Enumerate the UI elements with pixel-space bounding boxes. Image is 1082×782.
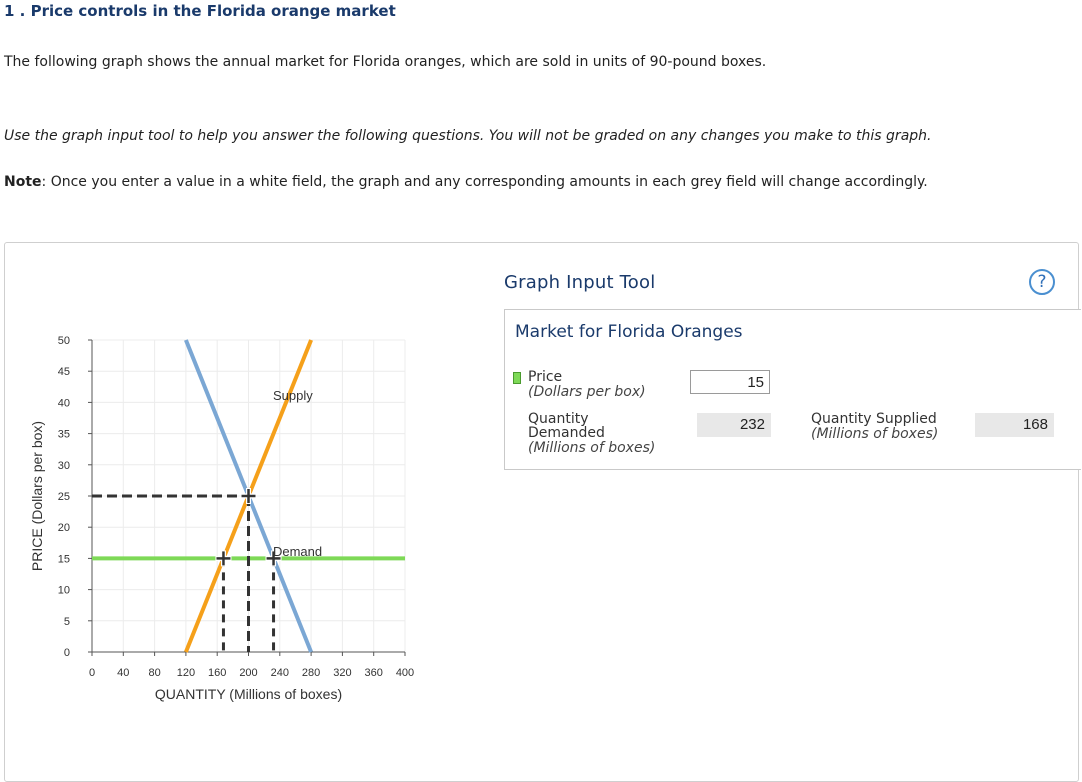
help-question-icon[interactable]: ? [1029,269,1055,295]
price-label-group: Price (Dollars per box) [528,370,646,400]
price-label: Price [528,369,563,385]
y-tick-label: 15 [58,553,70,565]
question-title: 1 . Price controls in the Florida orange… [4,2,396,20]
x-tick-label: 320 [333,667,351,679]
qd-label-line1: Quantity [528,411,589,427]
x-tick-label: 120 [177,667,195,679]
x-tick-label: 360 [365,667,383,679]
quantity-supplied-point-marker [215,550,232,567]
graph-input-tool-box [504,309,1081,470]
x-tick-label: 400 [396,667,414,679]
y-tick-label: 45 [58,366,70,378]
market-heading: Market for Florida Oranges [515,322,743,342]
y-tick-label: 20 [58,522,70,534]
note-label: Note [4,174,42,190]
x-tick-label: 40 [117,667,129,679]
qd-label-group: Quantity Demanded (Millions of boxes) [528,412,655,456]
quantity-demanded-field: 232 [697,413,771,437]
x-tick-label: 160 [208,667,226,679]
y-tick-label: 10 [58,585,70,597]
qd-unit: (Millions of boxes) [528,440,656,456]
price-input[interactable] [690,370,770,394]
y-tick-label: 30 [58,460,70,472]
curve-label-demand: Demand [273,544,322,559]
qs-label-group: Quantity Supplied (Millions of boxes) [811,412,938,442]
x-axis-title: QUANTITY (Millions of boxes) [155,686,342,702]
x-tick-label: 280 [302,667,320,679]
note-text: Note: Once you enter a value in a white … [4,174,928,190]
x-tick-label: 80 [148,667,160,679]
price-unit: (Dollars per box) [528,384,646,400]
x-tick-label: 240 [271,667,289,679]
quantity-supplied-field: 168 [975,413,1054,437]
qd-label-line2: Demanded [528,425,605,441]
y-axis-title: PRICE (Dollars per box) [29,421,45,571]
y-tick-label: 0 [64,647,70,659]
x-tick-label: 200 [239,667,257,679]
qs-label: Quantity Supplied [811,411,937,427]
x-tick-label: 0 [89,667,95,679]
curve-label-supply: Supply [273,388,313,403]
y-tick-label: 50 [58,335,70,347]
price-legend-swatch [513,372,521,384]
graph-input-tool-title: Graph Input Tool [504,272,656,293]
intro-text: The following graph shows the annual mar… [4,54,767,70]
y-tick-label: 5 [64,616,70,628]
note-body: : Once you enter a value in a white fiel… [41,174,928,190]
qs-unit: (Millions of boxes) [811,426,939,442]
y-tick-label: 35 [58,429,70,441]
quantity-demanded-point-marker [265,550,282,567]
y-tick-label: 40 [58,397,70,409]
equilibrium-point-marker [240,488,257,504]
instructions-text: Use the graph input tool to help you ans… [4,128,932,144]
y-tick-label: 25 [58,491,70,503]
